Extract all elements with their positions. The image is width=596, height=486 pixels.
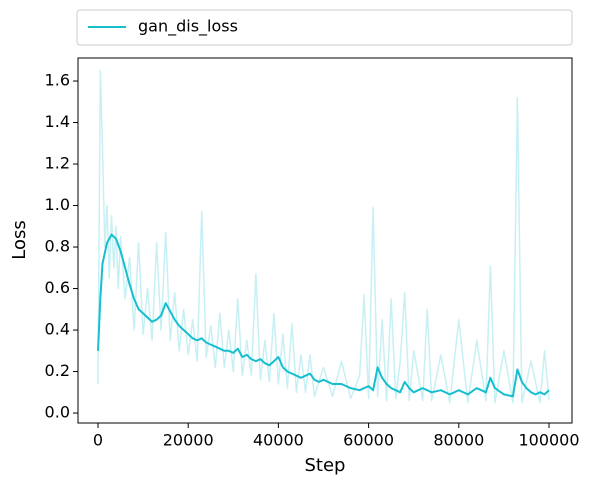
y-tick-label: 1.0 [45, 195, 70, 214]
x-tick-label: 40000 [253, 431, 304, 450]
y-tick-label: 0.2 [45, 361, 70, 380]
x-axis-label: Step [305, 455, 346, 476]
plot-frame [77, 57, 573, 424]
x-tick-label: 0 [93, 431, 103, 450]
x-tick-label: 80000 [433, 431, 484, 450]
y-axis-label: Loss [9, 220, 30, 259]
y-tick-label: 1.2 [45, 154, 70, 173]
data-line [97, 69, 550, 404]
x-tick-label: 100000 [518, 431, 579, 450]
x-tick-label: 20000 [163, 431, 214, 450]
y-tick-label: 0.8 [45, 237, 70, 256]
y-tick-label: 1.6 [45, 71, 70, 90]
legend-box [76, 9, 573, 46]
legend-label: gan_dis_loss [138, 17, 238, 37]
y-tick-label: 0.0 [45, 403, 70, 422]
y-tick-label: 0.4 [45, 320, 70, 339]
x-tick-label: 60000 [343, 431, 394, 450]
data-line [97, 233, 550, 398]
y-tick-label: 1.4 [45, 112, 70, 131]
y-tick-label: 0.6 [45, 278, 70, 297]
